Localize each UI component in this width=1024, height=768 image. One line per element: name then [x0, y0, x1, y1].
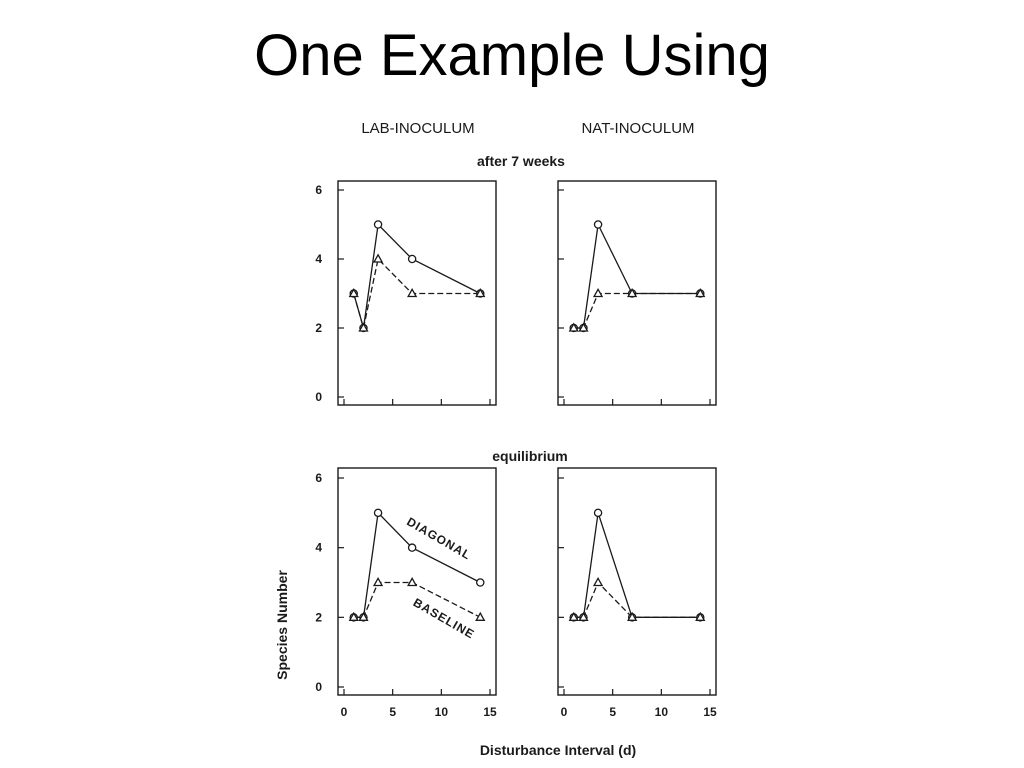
- x-axis-title: Disturbance Interval (d): [480, 742, 636, 758]
- series-line-nat-7wk-baseline: [573, 292, 701, 329]
- y-tick-label-lab-eq-6: 6: [315, 471, 322, 485]
- series-line-nat-7wk-diagonal: [573, 222, 701, 329]
- y-tick-label-lab-7wk-6: 6: [315, 183, 322, 197]
- annotation-diagonal: DIAGONAL: [404, 514, 473, 562]
- series-line-nat-eq-diagonal: [573, 512, 701, 618]
- row-label-after-7-weeks: after 7 weeks: [477, 153, 565, 169]
- panel-frame-nat-eq: [557, 467, 717, 696]
- series-line-lab-7wk-diagonal: [353, 223, 481, 329]
- point-lab-7wk-baseline-3: [407, 287, 418, 298]
- x-tick-label-nat-eq-15: 15: [703, 705, 717, 719]
- point-lab-eq-diagonal-2: [373, 508, 383, 518]
- point-nat-eq-baseline-1: [578, 611, 589, 621]
- y-tick-label-lab-7wk-0: 0: [315, 390, 322, 404]
- x-tick-label-nat-eq-5: 5: [609, 705, 616, 719]
- point-nat-eq-baseline-2: [592, 576, 604, 587]
- point-lab-eq-baseline-2: [372, 576, 384, 587]
- point-nat-7wk-baseline-2: [592, 287, 604, 298]
- point-lab-7wk-diagonal-2: [373, 220, 383, 229]
- point-nat-eq-baseline-4: [695, 611, 706, 621]
- point-nat-eq-baseline-0: [568, 611, 579, 621]
- point-lab-eq-baseline-1: [358, 611, 369, 621]
- point-lab-eq-diagonal-3: [407, 543, 417, 552]
- point-nat-7wk-baseline-3: [627, 287, 638, 298]
- point-lab-eq-baseline-4: [475, 611, 486, 621]
- point-lab-eq-baseline-3: [407, 576, 418, 587]
- series-line-nat-eq-baseline: [573, 581, 701, 618]
- point-lab-eq-baseline-0: [348, 611, 359, 621]
- point-lab-eq-diagonal-4: [476, 578, 485, 587]
- y-tick-label-lab-eq-4: 4: [315, 541, 322, 555]
- x-tick-label-nat-eq-0: 0: [561, 705, 568, 719]
- y-axis-title: Species Number: [274, 570, 290, 680]
- x-tick-label-nat-eq-10: 10: [655, 705, 669, 719]
- point-lab-7wk-diagonal-3: [407, 254, 417, 264]
- x-tick-label-lab-eq-5: 5: [389, 705, 396, 719]
- point-lab-7wk-baseline-0: [348, 287, 359, 298]
- point-lab-7wk-baseline-4: [475, 287, 486, 298]
- x-tick-label-lab-eq-0: 0: [341, 705, 348, 719]
- panel-nat-eq: 0 5 10 15: [557, 467, 717, 719]
- point-nat-7wk-baseline-4: [695, 287, 706, 298]
- y-tick-label-lab-7wk-4: 4: [315, 252, 322, 266]
- y-tick-label-lab-7wk-2: 2: [315, 321, 322, 335]
- x-tick-label-lab-eq-15: 15: [483, 705, 497, 719]
- annotation-baseline: BASELINE: [411, 595, 477, 641]
- point-nat-eq-baseline-3: [627, 611, 638, 621]
- point-nat-7wk-diagonal-2: [593, 220, 603, 229]
- row-label-equilibrium: equilibrium: [492, 448, 567, 464]
- y-tick-label-lab-eq-0: 0: [315, 680, 322, 694]
- panel-nat-7wk: [557, 180, 717, 406]
- panel-lab-7wk: 0 2 4 6: [315, 180, 497, 406]
- column-label-nat: NAT-INOCULUM: [581, 120, 694, 137]
- column-label-lab: LAB-INOCULUM: [361, 120, 474, 137]
- point-nat-7wk-baseline-0: [568, 322, 579, 332]
- y-tick-label-lab-eq-2: 2: [315, 610, 322, 624]
- point-nat-7wk-baseline-1: [578, 322, 589, 332]
- series-line-lab-7wk-baseline: [353, 257, 481, 329]
- point-lab-7wk-baseline-1: [358, 322, 369, 332]
- slide-title: One Example Using: [254, 23, 770, 88]
- point-lab-7wk-baseline-2: [372, 253, 384, 263]
- panel-frame-lab-7wk: [337, 180, 497, 406]
- point-nat-eq-diagonal-2: [593, 508, 603, 518]
- panel-lab-eq: 0 2 4 6 0 5 10 15: [315, 467, 497, 719]
- panel-frame-lab-eq: [337, 467, 497, 696]
- x-tick-label-lab-eq-10: 10: [435, 705, 449, 719]
- panel-frame-nat-7wk: [557, 180, 717, 406]
